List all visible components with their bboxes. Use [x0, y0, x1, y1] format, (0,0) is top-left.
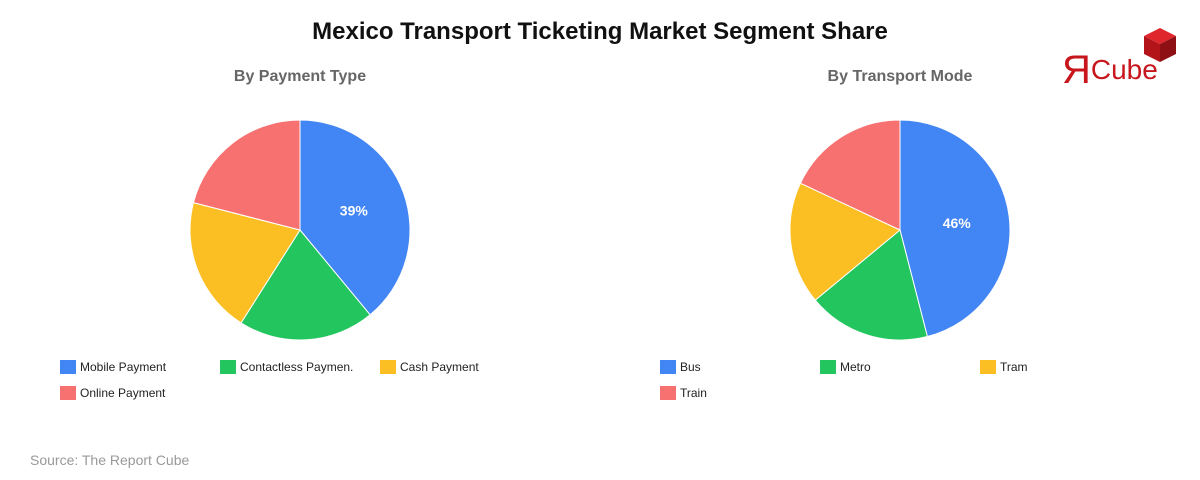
- legend-label: Bus: [680, 360, 701, 374]
- pie-slice-contactless-paymen: [240, 229, 371, 341]
- pie-chart-transport-mode: 46%: [789, 119, 1011, 341]
- pie-slice-online-payment: [192, 119, 301, 231]
- legend-item-train[interactable]: Train: [660, 386, 820, 400]
- chart-title: Mexico Transport Ticketing Market Segmen…: [312, 18, 888, 45]
- logo-text: ЯCube: [1062, 48, 1158, 92]
- data-label-mobile-payment: 39%: [340, 203, 369, 219]
- legend-item-tram[interactable]: Tram: [980, 360, 1140, 374]
- legend-transport-mode: Bus Metro Tram Train: [660, 360, 1140, 400]
- legend-label: Tram: [1000, 360, 1028, 374]
- legend-payment-type: Mobile Payment Contactless Paymen. Cash Pa…: [60, 360, 540, 400]
- source-note: Source: The Report Cube: [30, 452, 190, 468]
- legend-swatch: [980, 360, 996, 374]
- legend-swatch: [60, 360, 76, 374]
- pie-slice-tram: [789, 182, 901, 301]
- pie-slice-train: [799, 119, 901, 231]
- pie-slice-cash-payment: [189, 202, 301, 324]
- legend-swatch: [60, 386, 76, 400]
- report-cube-logo: ЯCube: [1060, 26, 1180, 92]
- legend-item-contactless-paymen[interactable]: Contactless Paymen.: [220, 360, 380, 374]
- legend-label: Train: [680, 386, 707, 400]
- pie-title-transport-mode: By Transport Mode: [827, 68, 973, 85]
- pie-slice-metro: [814, 229, 928, 341]
- legend-item-mobile-payment[interactable]: Mobile Payment: [60, 360, 220, 374]
- legend-swatch: [820, 360, 836, 374]
- pie-chart-payment-type: 39%: [189, 119, 411, 341]
- legend-label: Online Payment: [80, 386, 166, 400]
- pie-title-payment-type: By Payment Type: [233, 68, 367, 85]
- legend-item-bus[interactable]: Bus: [660, 360, 820, 374]
- legend-swatch: [660, 360, 676, 374]
- legend-item-metro[interactable]: Metro: [820, 360, 980, 374]
- cube-icon: [1144, 28, 1176, 62]
- data-label-bus: 46%: [943, 215, 972, 231]
- legend-item-cash-payment[interactable]: Cash Payment: [380, 360, 540, 374]
- legend-label: Mobile Payment: [80, 360, 167, 374]
- legend-label: Cash Payment: [400, 360, 479, 374]
- legend-swatch: [380, 360, 396, 374]
- legend-swatch: [220, 360, 236, 374]
- legend-label: Metro: [840, 360, 871, 374]
- legend-label: Contactless Paymen.: [240, 360, 354, 374]
- pie-slice-bus: [899, 119, 1011, 338]
- legend-swatch: [660, 386, 676, 400]
- legend-item-online-payment[interactable]: Online Payment: [60, 386, 220, 400]
- pie-slice-mobile-payment: [299, 119, 411, 316]
